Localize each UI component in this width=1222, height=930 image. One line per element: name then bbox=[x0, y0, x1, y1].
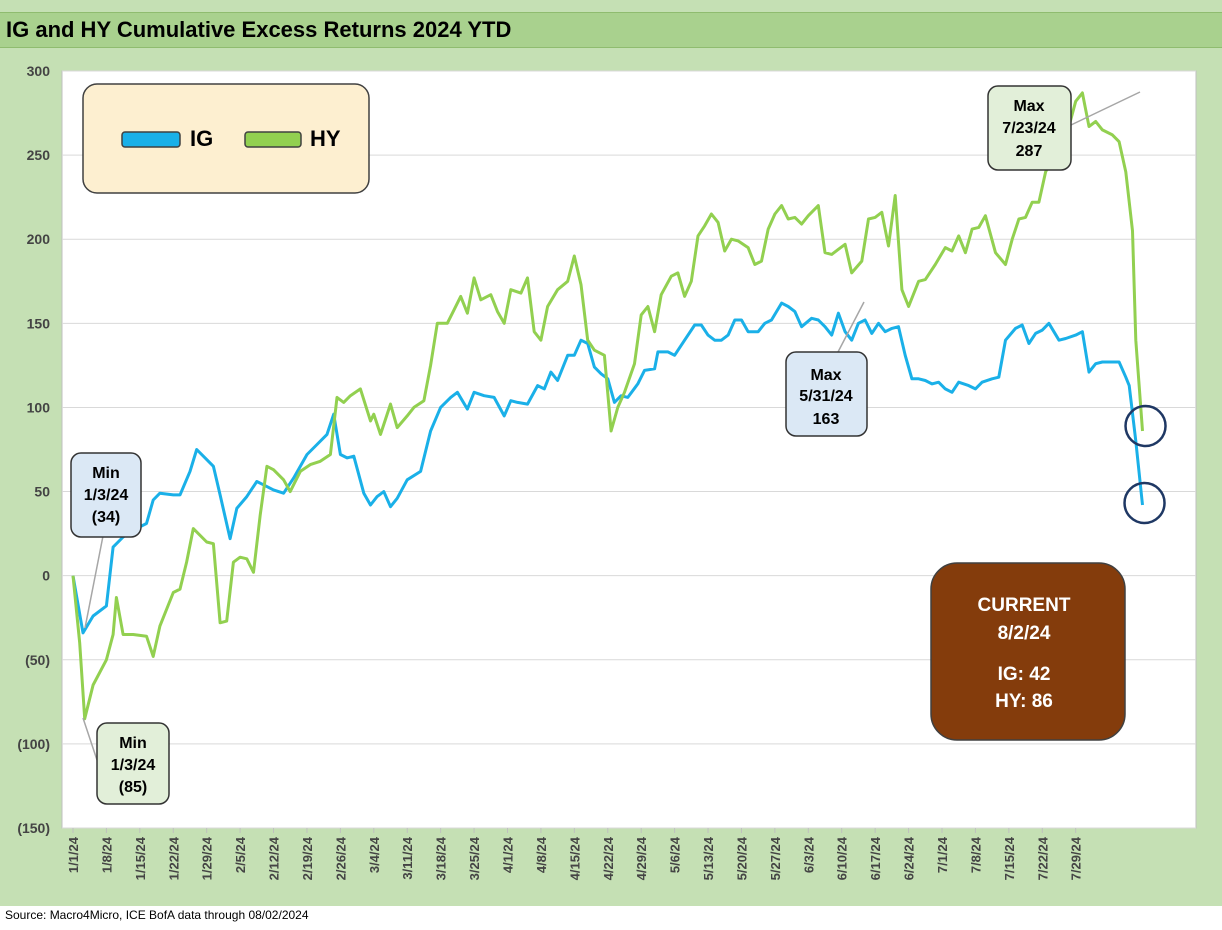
x-tick-label: 1/29/24 bbox=[200, 836, 215, 880]
callout-hy-max-label: Max bbox=[1013, 98, 1044, 115]
x-tick-label: 1/8/24 bbox=[99, 836, 114, 873]
x-tick-label: 4/29/24 bbox=[634, 836, 649, 880]
x-tick-label: 1/1/24 bbox=[66, 836, 81, 873]
callout-ig-max-box bbox=[785, 351, 868, 437]
x-tick-label: 6/24/24 bbox=[902, 836, 917, 880]
y-tick-label: 0 bbox=[42, 568, 50, 584]
x-tick-label: 7/29/24 bbox=[1069, 836, 1084, 880]
callout-hy-min-value: (85) bbox=[119, 779, 147, 796]
callout-ig-min-value: (34) bbox=[92, 509, 120, 526]
current-ig-value: IG: 42 bbox=[998, 664, 1051, 685]
legend-swatch-ig bbox=[121, 131, 181, 148]
callout-hy-min-box bbox=[96, 722, 170, 805]
current-box-bg bbox=[930, 562, 1126, 741]
x-tick-label: 4/1/24 bbox=[500, 836, 515, 873]
leader-line-hy-min bbox=[82, 717, 98, 761]
callout-ig-min-date: 1/3/24 bbox=[84, 487, 129, 504]
legend-box bbox=[82, 83, 370, 194]
y-tick-label: 150 bbox=[27, 315, 51, 331]
current-box: CURRENT 8/2/24 IG: 42 HY: 86 bbox=[930, 562, 1126, 741]
x-tick-label: 5/6/24 bbox=[668, 836, 683, 873]
y-tick-label: 300 bbox=[27, 63, 51, 79]
callout-ig-max-label: Max bbox=[810, 367, 841, 384]
callout-hy-max-date: 7/23/24 bbox=[1002, 120, 1055, 137]
x-tick-label: 1/22/24 bbox=[166, 836, 181, 880]
x-tick-label: 4/22/24 bbox=[601, 836, 616, 880]
callout-ig-max: Max 5/31/24 163 bbox=[785, 351, 868, 437]
x-tick-label: 5/20/24 bbox=[734, 836, 749, 880]
x-tick-label: 7/1/24 bbox=[935, 836, 950, 873]
callout-hy-max-value: 287 bbox=[1016, 143, 1043, 160]
x-tick-label: 6/17/24 bbox=[868, 836, 883, 880]
series-line-hy bbox=[71, 91, 1144, 721]
callout-hy-min-label: Min bbox=[119, 735, 147, 752]
current-date: 8/2/24 bbox=[998, 623, 1051, 644]
y-tick-label: 100 bbox=[27, 399, 51, 415]
y-tick-label: 250 bbox=[27, 147, 51, 163]
x-tick-label: 7/8/24 bbox=[968, 836, 983, 873]
callout-hy-max-box bbox=[987, 85, 1072, 171]
x-tick-label: 3/11/24 bbox=[400, 836, 415, 879]
legend-swatch-hy bbox=[244, 131, 302, 148]
highlight-circle-hy-end bbox=[1124, 404, 1167, 448]
legend-label-hy: HY bbox=[310, 126, 341, 151]
leader-line-ig-max bbox=[837, 301, 865, 353]
callout-hy-min: Min 1/3/24 (85) bbox=[96, 722, 170, 805]
callout-ig-min-box bbox=[70, 452, 142, 538]
x-tick-label: 5/13/24 bbox=[701, 836, 716, 880]
x-tick-label: 4/15/24 bbox=[567, 836, 582, 880]
x-tick-label: 6/3/24 bbox=[801, 836, 816, 873]
legend: IG HY bbox=[82, 83, 370, 194]
x-tick-label: 3/25/24 bbox=[467, 836, 482, 880]
x-tick-label: 2/26/24 bbox=[333, 836, 348, 880]
x-tick-label: 3/4/24 bbox=[367, 836, 382, 873]
chart-title: IG and HY Cumulative Excess Returns 2024… bbox=[6, 17, 512, 42]
y-tick-label: 200 bbox=[27, 231, 51, 247]
y-tick-label: 50 bbox=[34, 484, 50, 500]
series-line-ig bbox=[71, 301, 1144, 635]
x-tick-label: 4/8/24 bbox=[534, 836, 549, 873]
x-tick-label: 1/15/24 bbox=[133, 836, 148, 880]
x-tick-label: 2/5/24 bbox=[233, 836, 248, 873]
y-tick-label: (100) bbox=[17, 736, 50, 752]
x-tick-label: 5/27/24 bbox=[768, 836, 783, 880]
callout-ig-max-date: 5/31/24 bbox=[799, 388, 852, 405]
series-layer bbox=[71, 91, 1144, 721]
y-tick-label: (150) bbox=[17, 820, 50, 836]
source-note: Source: Macro4Micro, ICE BofA data throu… bbox=[5, 908, 309, 922]
callout-hy-min-date: 1/3/24 bbox=[111, 757, 156, 774]
y-tick-label: (50) bbox=[25, 652, 50, 668]
current-hy-value: HY: 86 bbox=[995, 691, 1053, 712]
x-axis-ticks: 1/1/24 1/8/24 1/15/24 1/22/24 1/29/24 2/5/24 2… bbox=[66, 828, 1084, 880]
current-heading: CURRENT bbox=[978, 595, 1071, 616]
leader-line-hy-max bbox=[1070, 91, 1141, 126]
callout-ig-min: Min 1/3/24 (34) bbox=[70, 452, 142, 538]
y-axis-ticks: 300 250 200 150 100 50 0 (50) (100) (150) bbox=[17, 63, 50, 836]
x-tick-label: 6/10/24 bbox=[835, 836, 850, 880]
highlight-circle-ig-end bbox=[1123, 481, 1166, 525]
callout-ig-max-value: 163 bbox=[813, 411, 840, 428]
x-tick-label: 7/22/24 bbox=[1035, 836, 1050, 880]
leader-line-ig-min bbox=[84, 535, 104, 629]
x-tick-label: 2/12/24 bbox=[267, 836, 282, 880]
callout-hy-max: Max 7/23/24 287 bbox=[987, 85, 1072, 171]
callout-ig-min-label: Min bbox=[92, 465, 120, 482]
x-tick-label: 3/18/24 bbox=[434, 836, 449, 880]
title-bar: IG and HY Cumulative Excess Returns 2024… bbox=[0, 12, 1222, 48]
x-tick-label: 7/15/24 bbox=[1002, 836, 1017, 880]
x-tick-label: 2/19/24 bbox=[300, 836, 315, 880]
legend-label-ig: IG bbox=[190, 126, 213, 151]
